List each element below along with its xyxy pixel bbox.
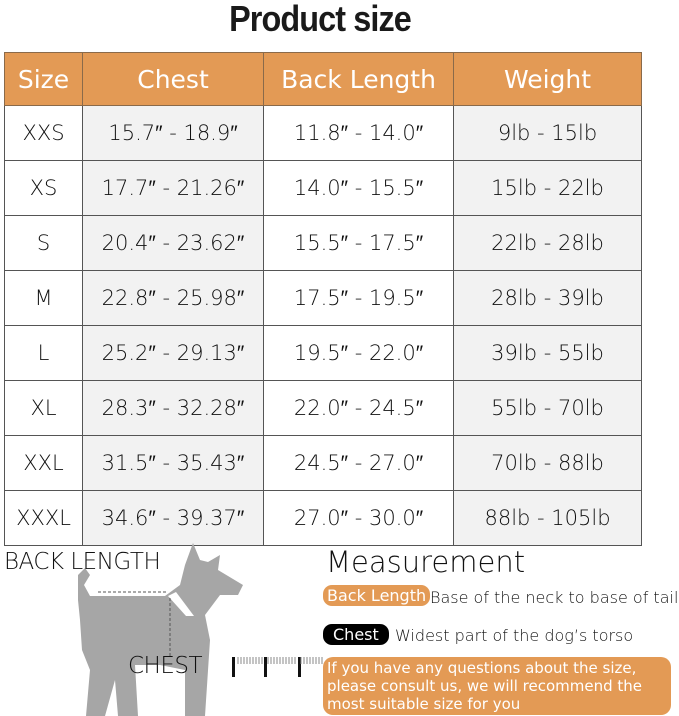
contact-note: If you have any questions about the size…	[323, 657, 671, 715]
weight-cell: 22lb - 28lb	[453, 215, 642, 271]
table-row: L 25.2″ - 29.13″ 19.5″ - 22.0″ 39lb - 55lb	[4, 325, 642, 381]
chest-cell: 15.7″ - 18.9″	[82, 105, 264, 161]
weight-cell: 70lb - 88lb	[453, 435, 642, 491]
table-row: XXL 31.5″ - 35.43″ 24.5″ - 27.0″ 70lb - 88l…	[4, 435, 642, 491]
table-row: S 20.4″ - 23.62″ 15.5″ - 17.5″ 22lb - 28lb	[4, 215, 642, 271]
table-row: XXXL 34.6″ - 39.37″ 27.0″ - 30.0″ 88lb - 10…	[4, 490, 642, 546]
back-length-cell: 14.0″ - 15.5″	[263, 160, 454, 216]
chest-cell: 17.7″ - 21.26″	[82, 160, 264, 216]
table-row: M 22.8″ - 25.98″ 17.5″ - 19.5″ 28lb - 39lb	[4, 270, 642, 326]
size-cell: XXXL	[4, 490, 83, 546]
weight-cell: 15lb - 22lb	[453, 160, 642, 216]
table-row: XXS 15.7″ - 18.9″ 11.8″ - 14.0″ 9lb - 15lb	[4, 105, 642, 161]
weight-cell: 88lb - 105lb	[453, 490, 642, 546]
table-header: Size Chest Back Length Weight	[4, 52, 642, 106]
ruler-icon	[232, 657, 323, 677]
chest-label: CHEST	[128, 653, 203, 679]
collar	[168, 592, 194, 616]
chest-tag: Chest	[323, 624, 389, 645]
chest-cell: 31.5″ - 35.43″	[82, 435, 264, 491]
dog-silhouette	[78, 543, 243, 716]
back-length-cell: 11.8″ - 14.0″	[263, 105, 454, 161]
size-table: Size Chest Back Length Weight XXS 15.7″ - 18…	[4, 52, 642, 546]
size-cell: XS	[4, 160, 83, 216]
measurement-title: Measurement	[326, 545, 526, 579]
back-length-cell: 27.0″ - 30.0″	[263, 490, 454, 546]
back-length-cell: 24.5″ - 27.0″	[263, 435, 454, 491]
back-length-cell: 15.5″ - 17.5″	[263, 215, 454, 271]
chest-cell: 34.6″ - 39.37″	[82, 490, 264, 546]
column-header: Chest	[82, 52, 264, 106]
table-row: XS 17.7″ - 21.26″ 14.0″ - 15.5″ 15lb - 22lb	[4, 160, 642, 216]
back-length-cell: 17.5″ - 19.5″	[263, 270, 454, 326]
back-length-tag: Back Length	[323, 585, 431, 606]
weight-cell: 39lb - 55lb	[453, 325, 642, 381]
chest-cell: 20.4″ - 23.62″	[82, 215, 264, 271]
chest-description: Widest part of the dog’s torso	[395, 626, 634, 645]
size-cell: XXS	[4, 105, 83, 161]
weight-cell: 28lb - 39lb	[453, 270, 642, 326]
size-cell: L	[4, 325, 83, 381]
back-length-cell: 19.5″ - 22.0″	[263, 325, 454, 381]
size-cell: XXL	[4, 435, 83, 491]
size-cell: XL	[4, 380, 83, 436]
size-cell: S	[4, 215, 83, 271]
page-title: Product size	[229, 0, 412, 39]
table-row: XL 28.3″ - 32.28″ 22.0″ - 24.5″ 55lb - 70lb	[4, 380, 642, 436]
back-length-label: BACK LENGTH	[4, 549, 161, 575]
weight-cell: 55lb - 70lb	[453, 380, 642, 436]
chest-cell: 25.2″ - 29.13″	[82, 325, 264, 381]
chest-cell: 28.3″ - 32.28″	[82, 380, 264, 436]
weight-cell: 9lb - 15lb	[453, 105, 642, 161]
column-header: Back Length	[263, 52, 454, 106]
size-cell: M	[4, 270, 83, 326]
back-length-cell: 22.0″ - 24.5″	[263, 380, 454, 436]
dog-body	[78, 543, 243, 716]
column-header: Weight	[453, 52, 642, 106]
chest-cell: 22.8″ - 25.98″	[82, 270, 264, 326]
column-header: Size	[4, 52, 83, 106]
back-length-description: Base of the neck to base of tail	[430, 588, 679, 607]
